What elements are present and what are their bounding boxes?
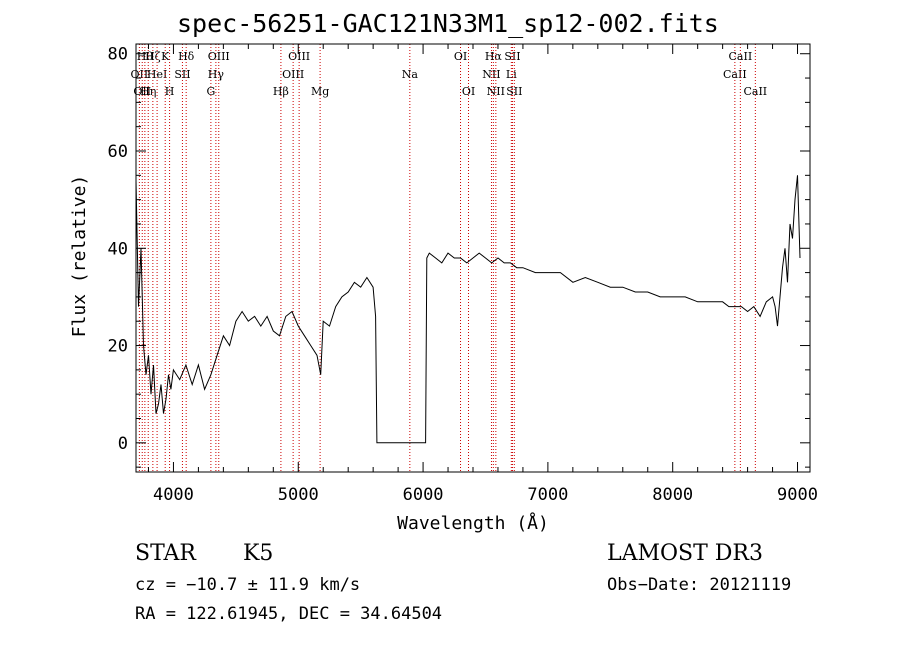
x-tick-label: 7000 <box>527 485 568 505</box>
x-tick-label: 4000 <box>153 485 194 505</box>
flux-series-line <box>135 175 801 444</box>
y-tick-label: 80 <box>108 45 128 65</box>
marker-label-hη: Hη <box>140 85 156 98</box>
y-tick-label: 60 <box>108 142 128 162</box>
marker-label-oiii: OIII <box>208 50 230 63</box>
marker-label-na: Na <box>402 68 419 81</box>
marker-label-h: H <box>165 85 175 98</box>
marker-label-oiii: OIII <box>282 68 304 81</box>
x-tick-label: 5000 <box>278 485 319 505</box>
marker-label-hζ: Hζ <box>145 50 161 63</box>
marker-label-g: G <box>206 85 215 98</box>
object-type: STAR <box>135 541 196 566</box>
marker-label-mg: Mg <box>311 85 329 98</box>
x-tick-label: 6000 <box>403 485 444 505</box>
marker-label-hγ: Hγ <box>208 68 225 81</box>
redshift-cz: cz = −10.7 ± 11.9 km/s <box>135 575 361 595</box>
chart-title: spec-56251-GAC121N33M1_sp12-002.fits <box>177 9 719 38</box>
y-tick-label: 0 <box>118 434 128 454</box>
marker-label-oii: OII <box>133 85 151 98</box>
y-tick-label: 20 <box>108 337 128 357</box>
marker-label-hα: Hα <box>485 50 503 63</box>
marker-label-caii: CaII <box>723 68 747 81</box>
marker-label-caii: CaII <box>729 50 753 63</box>
x-tick-label: 8000 <box>652 485 693 505</box>
axis-ticks <box>136 44 810 472</box>
marker-label-hδ: Hδ <box>178 50 195 63</box>
marker-label-li: Li <box>506 68 517 81</box>
survey-name: LAMOST DR3 <box>607 541 763 566</box>
marker-label-sii: SII <box>506 85 522 98</box>
plot-frame <box>135 43 811 473</box>
object-subclass: K5 <box>243 541 274 566</box>
x-tick-label: 9000 <box>777 485 818 505</box>
marker-label-oi: OI <box>462 85 475 98</box>
marker-label-caii: CaII <box>743 85 767 98</box>
obs-date: Obs−Date: 20121119 <box>607 575 792 595</box>
marker-label-nii: NII <box>482 68 500 81</box>
marker-label-oiii: OIII <box>288 50 310 63</box>
axis-labels: 4000 5000 6000 7000 8000 9000 0 20 40 60 80 Wavelen… <box>69 45 818 534</box>
ra-dec: RA = 122.61945, DEC = 34.64504 <box>135 604 443 624</box>
marker-label-k: K <box>161 50 170 63</box>
marker-label-sii: SII <box>174 68 190 81</box>
marker-label-nii: NII <box>487 85 505 98</box>
marker-label-hei: HeI <box>147 68 167 81</box>
y-axis-title: Flux (relative) <box>69 175 90 338</box>
marker-label-oii: OII <box>131 68 149 81</box>
marker-label-sii: SII <box>504 50 520 63</box>
marker-label-hβ: Hβ <box>273 85 289 98</box>
y-tick-label: 40 <box>108 239 128 259</box>
line-markers: OIIOIIHθHηHζHeIKHSIIHδGHγOIIIHβOIIIOIIIM… <box>131 44 767 472</box>
marker-label-oi: OI <box>454 50 467 63</box>
x-axis-title: Wavelength (Å) <box>397 512 549 534</box>
